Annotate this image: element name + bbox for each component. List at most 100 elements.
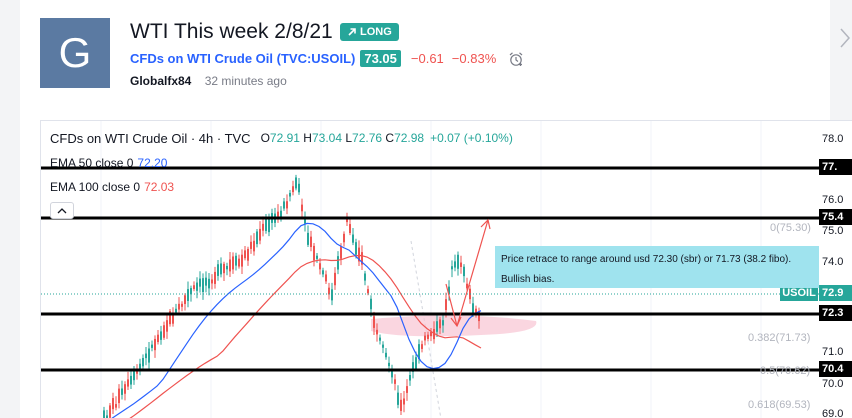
fibo-level-382: 0.382(71.73)	[748, 332, 811, 344]
candle	[247, 248, 249, 261]
candle	[250, 241, 252, 249]
candle	[343, 233, 345, 243]
candle	[211, 279, 213, 284]
legend-open: 72.91	[269, 131, 300, 145]
published-time: 32 minutes ago	[204, 74, 287, 88]
candle	[445, 299, 447, 311]
candle	[472, 303, 474, 313]
symbol-ticker-link[interactable]: (TVC:USOIL)	[276, 51, 356, 66]
chevron-right-icon[interactable]	[838, 26, 852, 50]
symbol-line: CFDs on WTI Crude Oil (TVC:USOIL) 73.05 …	[130, 50, 524, 67]
candle	[355, 242, 357, 255]
projection-arrowhead-up	[480, 218, 491, 230]
candle	[379, 337, 381, 341]
candle	[322, 270, 324, 275]
candle	[319, 263, 321, 270]
candle	[478, 310, 480, 322]
line-price-tag: 70.4	[819, 361, 852, 377]
candle	[190, 288, 192, 295]
legend-change: +0.07 (+0.10%)	[430, 131, 513, 145]
candle	[394, 379, 396, 384]
candle	[103, 410, 105, 418]
candle	[196, 282, 198, 291]
candle	[238, 258, 240, 267]
candle	[304, 218, 306, 224]
author-link[interactable]: Globalfx84	[130, 74, 192, 88]
candle	[310, 236, 312, 248]
fibo-level-5: 0.5(70.62)	[760, 365, 811, 377]
price-chart[interactable]	[41, 121, 852, 418]
chart-legend: CFDs on WTI Crude Oil · 4h · TVC O72.91 …	[50, 131, 513, 146]
candle	[430, 331, 432, 337]
candle	[157, 334, 159, 343]
projection-arrow-down	[445, 283, 458, 327]
ema50-legend[interactable]: EMA 50 close 0 72.20	[50, 156, 167, 170]
long-badge-label: LONG	[360, 26, 392, 38]
candle	[184, 295, 186, 305]
candle	[253, 240, 255, 252]
candle	[265, 219, 267, 231]
candle	[361, 252, 363, 265]
candle	[427, 334, 429, 339]
candle	[160, 331, 162, 340]
axis-label: 69.0	[822, 408, 844, 418]
candle	[187, 289, 189, 301]
ema100-label: EMA 100 close 0	[50, 180, 141, 194]
candle	[118, 388, 120, 404]
arrow-up-right-icon	[348, 28, 356, 36]
collapse-legend-button[interactable]	[50, 202, 74, 219]
candle	[463, 266, 465, 277]
candle	[316, 255, 318, 259]
candle	[364, 273, 366, 281]
note-line-2: Bullish bias.	[501, 274, 555, 285]
candle	[148, 348, 150, 363]
candle	[475, 308, 477, 314]
ema100-line	[129, 254, 482, 418]
candle	[457, 254, 459, 269]
candle	[370, 298, 372, 310]
candle	[283, 201, 285, 209]
candle	[262, 223, 264, 231]
candle	[373, 316, 375, 328]
candle	[121, 388, 123, 395]
candle	[391, 370, 393, 378]
candle	[298, 183, 300, 193]
author-avatar[interactable]: G	[40, 18, 110, 88]
candle	[181, 303, 183, 307]
candle	[232, 256, 234, 270]
candle	[127, 379, 129, 387]
candle	[223, 263, 225, 274]
candle	[397, 392, 399, 405]
candle	[424, 335, 426, 341]
candle	[136, 370, 138, 374]
candle	[352, 234, 354, 243]
line-price-tag: 72.3	[819, 305, 852, 321]
candle	[307, 232, 309, 245]
candle	[325, 274, 327, 282]
candle	[208, 278, 210, 289]
candle	[193, 285, 195, 290]
candle	[334, 272, 336, 286]
ema100-legend[interactable]: EMA 100 close 0 72.03	[50, 180, 174, 194]
candle	[400, 399, 402, 411]
axis-label: 78.0	[822, 133, 844, 145]
long-badge: LONG	[340, 23, 399, 41]
candle	[460, 262, 462, 267]
candle	[259, 228, 261, 241]
candle	[202, 278, 204, 293]
candle	[199, 278, 201, 287]
candle	[124, 384, 126, 394]
annotation-note[interactable]: Price retrace to range around usd 72.30 …	[495, 246, 819, 288]
candle	[301, 204, 303, 212]
candle	[142, 357, 144, 367]
candle	[217, 264, 219, 276]
alarm-clock-icon[interactable]	[508, 51, 524, 67]
candle	[439, 319, 441, 329]
candle	[115, 404, 117, 408]
fibo-level-0: 0(75.30)	[770, 222, 811, 234]
candle	[331, 289, 333, 301]
symbol-link[interactable]: CFDs on WTI Crude Oil	[130, 51, 273, 66]
candle	[403, 398, 405, 405]
candle	[337, 256, 339, 270]
candle	[106, 415, 108, 418]
